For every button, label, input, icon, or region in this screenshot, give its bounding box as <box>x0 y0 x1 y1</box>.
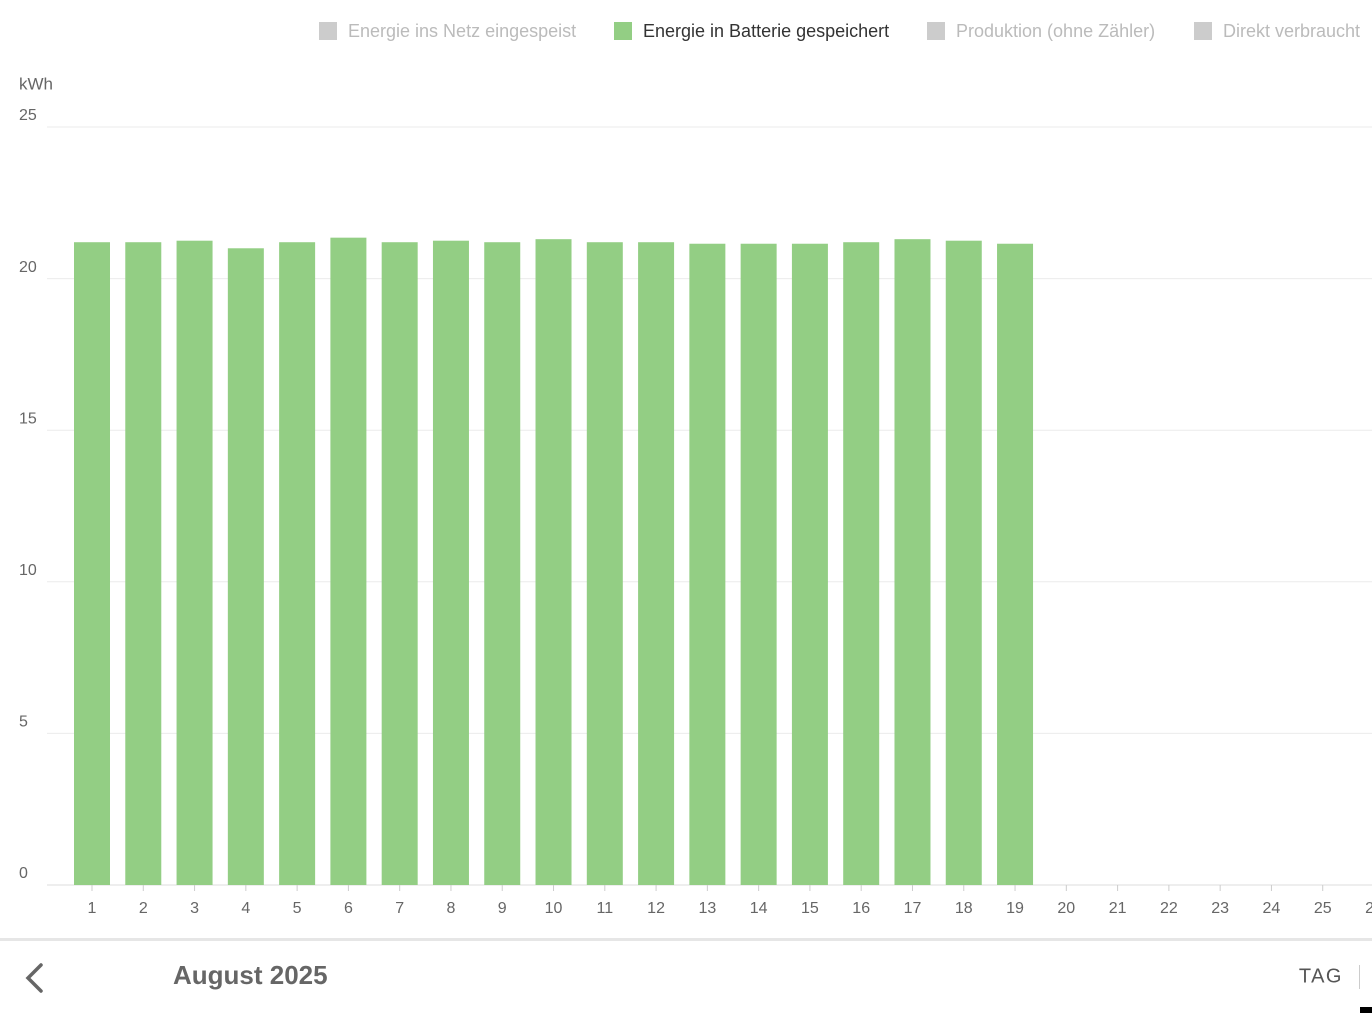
back-button[interactable] <box>25 963 43 993</box>
legend-label: Energie ins Netz eingespeist <box>348 21 576 41</box>
bar <box>997 243 1034 885</box>
x-tick-label: 19 <box>1006 900 1024 917</box>
y-tick-label: 20 <box>19 259 37 276</box>
x-tick-label: 24 <box>1263 900 1281 917</box>
x-tick-label: 12 <box>647 900 665 917</box>
y-tick-label: 10 <box>19 562 37 579</box>
x-tick-label: 11 <box>596 900 613 917</box>
x-tick-label: 21 <box>1109 900 1127 917</box>
bar <box>227 248 264 885</box>
x-tick-label: 17 <box>904 900 922 917</box>
bar <box>330 237 367 886</box>
bar <box>638 242 675 885</box>
x-tick-label: 23 <box>1211 900 1229 917</box>
x-tick-label: 4 <box>241 900 250 917</box>
legend-label: Produktion (ohne Zähler) <box>956 21 1155 41</box>
y-tick-label: 25 <box>19 107 37 124</box>
x-tick-label: 14 <box>750 900 768 917</box>
bar <box>279 242 316 885</box>
bar <box>74 242 110 885</box>
bar <box>484 242 521 885</box>
x-tick-label: 16 <box>852 900 870 917</box>
bar <box>125 242 162 885</box>
bar <box>381 242 418 885</box>
x-tick-label: 22 <box>1160 900 1178 917</box>
bar <box>432 240 469 885</box>
bar <box>689 243 726 885</box>
x-tick-label: 18 <box>955 900 973 917</box>
bar <box>894 239 931 885</box>
view-button[interactable]: TAG <box>1299 965 1343 987</box>
period-label: August 2025 <box>173 960 328 990</box>
legend-swatch <box>319 22 337 40</box>
footer-divider <box>0 938 1372 941</box>
legend-swatch <box>927 22 945 40</box>
x-tick-label: 3 <box>190 900 199 917</box>
x-tick-label: 5 <box>293 900 302 917</box>
x-tick-label: 1 <box>88 900 97 917</box>
bar <box>791 243 828 885</box>
x-tick-label: 13 <box>698 900 716 917</box>
separator <box>1359 965 1360 989</box>
bar <box>586 242 623 885</box>
x-tick-label: 15 <box>801 900 819 917</box>
bar <box>843 242 880 885</box>
x-tick-label: 10 <box>545 900 563 917</box>
x-tick-label: 26 <box>1365 900 1372 917</box>
y-tick-label: 15 <box>19 410 37 427</box>
bar <box>740 243 777 885</box>
x-tick-label: 6 <box>344 900 353 917</box>
legend-label: Energie in Batterie gespeichert <box>643 21 889 41</box>
x-tick-label: 25 <box>1314 900 1332 917</box>
x-tick-label: 7 <box>395 900 404 917</box>
x-tick-label: 8 <box>447 900 456 917</box>
y-axis-label: kWh <box>19 74 53 93</box>
y-tick-label: 5 <box>19 714 28 731</box>
legend-swatch <box>1194 22 1212 40</box>
bar <box>535 239 572 885</box>
x-tick-label: 20 <box>1057 900 1075 917</box>
x-tick-label: 2 <box>139 900 148 917</box>
bar <box>945 240 982 885</box>
corner <box>1360 1007 1372 1013</box>
x-tick-label: 9 <box>498 900 507 917</box>
y-tick-label: 0 <box>19 865 28 882</box>
legend-swatch <box>614 22 632 40</box>
bar <box>176 240 213 885</box>
legend-label: Direkt verbraucht <box>1223 21 1360 41</box>
